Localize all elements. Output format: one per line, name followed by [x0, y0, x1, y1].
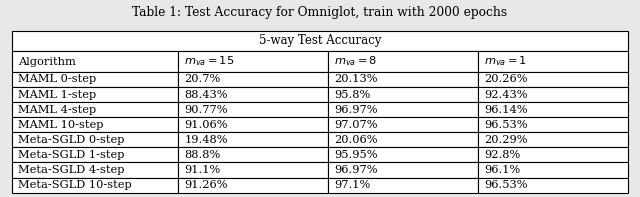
Bar — [12, 31, 628, 51]
Text: MAML 1-step: MAML 1-step — [18, 90, 96, 99]
Text: 20.7%: 20.7% — [184, 74, 221, 85]
Text: MAML 4-step: MAML 4-step — [18, 105, 96, 115]
Bar — [178, 163, 328, 177]
Text: 90.77%: 90.77% — [184, 105, 228, 115]
Bar — [478, 177, 628, 193]
Bar — [478, 132, 628, 147]
Bar — [178, 87, 328, 102]
Text: 88.43%: 88.43% — [184, 90, 228, 99]
Text: 91.06%: 91.06% — [184, 120, 228, 130]
Text: 97.1%: 97.1% — [335, 180, 371, 190]
Bar — [328, 72, 478, 87]
Bar — [328, 102, 478, 117]
Text: 92.8%: 92.8% — [484, 150, 520, 160]
Bar — [328, 177, 478, 193]
Bar — [328, 117, 478, 132]
Text: $m_{va} = 8$: $m_{va} = 8$ — [335, 55, 378, 69]
Text: $m_{va} = 1$: $m_{va} = 1$ — [484, 55, 527, 69]
Bar — [478, 51, 628, 72]
Text: Meta-SGLD 1-step: Meta-SGLD 1-step — [18, 150, 124, 160]
Bar — [328, 132, 478, 147]
Text: 5-way Test Accuracy: 5-way Test Accuracy — [259, 34, 381, 47]
Text: 96.53%: 96.53% — [484, 120, 528, 130]
Text: Meta-SGLD 0-step: Meta-SGLD 0-step — [18, 135, 124, 145]
Text: Algorithm: Algorithm — [18, 57, 76, 67]
Bar — [12, 132, 178, 147]
Text: MAML 10-step: MAML 10-step — [18, 120, 104, 130]
Text: 92.43%: 92.43% — [484, 90, 528, 99]
Bar — [478, 117, 628, 132]
Text: 96.97%: 96.97% — [335, 165, 378, 175]
Bar — [178, 147, 328, 163]
Bar — [12, 51, 178, 72]
Text: 96.14%: 96.14% — [484, 105, 528, 115]
Bar — [478, 72, 628, 87]
Bar — [178, 51, 328, 72]
Text: 19.48%: 19.48% — [184, 135, 228, 145]
Bar — [178, 177, 328, 193]
Bar — [12, 102, 178, 117]
Bar — [178, 132, 328, 147]
Text: 91.1%: 91.1% — [184, 165, 221, 175]
Text: $m_{va} = 15$: $m_{va} = 15$ — [184, 55, 235, 69]
Bar — [328, 147, 478, 163]
Bar — [12, 87, 178, 102]
Text: 96.53%: 96.53% — [484, 180, 528, 190]
Bar — [12, 147, 178, 163]
Text: Meta-SGLD 10-step: Meta-SGLD 10-step — [18, 180, 132, 190]
Text: 20.29%: 20.29% — [484, 135, 528, 145]
Bar — [478, 163, 628, 177]
Bar — [478, 147, 628, 163]
Bar — [328, 163, 478, 177]
Bar — [328, 87, 478, 102]
Text: 91.26%: 91.26% — [184, 180, 228, 190]
Bar — [12, 177, 178, 193]
Bar — [478, 87, 628, 102]
Bar — [478, 102, 628, 117]
Text: 88.8%: 88.8% — [184, 150, 221, 160]
Bar — [12, 163, 178, 177]
Bar — [328, 51, 478, 72]
Text: 20.26%: 20.26% — [484, 74, 528, 85]
Bar — [12, 72, 178, 87]
Text: 96.1%: 96.1% — [484, 165, 520, 175]
Bar — [178, 72, 328, 87]
Text: 97.07%: 97.07% — [335, 120, 378, 130]
Text: MAML 0-step: MAML 0-step — [18, 74, 96, 85]
Bar — [12, 117, 178, 132]
Text: Meta-SGLD 4-step: Meta-SGLD 4-step — [18, 165, 124, 175]
Text: 95.95%: 95.95% — [335, 150, 378, 160]
Text: 95.8%: 95.8% — [335, 90, 371, 99]
Bar — [178, 117, 328, 132]
Text: 20.06%: 20.06% — [335, 135, 378, 145]
Text: Table 1: Test Accuracy for Omniglot, train with 2000 epochs: Table 1: Test Accuracy for Omniglot, tra… — [132, 6, 508, 19]
Bar — [178, 102, 328, 117]
Text: 96.97%: 96.97% — [335, 105, 378, 115]
Text: 20.13%: 20.13% — [335, 74, 378, 85]
